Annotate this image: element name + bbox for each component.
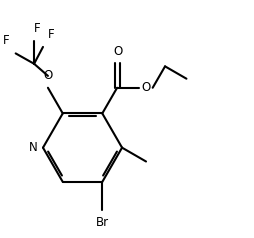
Text: F: F [3,35,10,47]
Text: O: O [114,45,123,58]
Text: F: F [48,28,55,41]
Text: F: F [34,22,40,35]
Text: Br: Br [96,215,109,228]
Text: O: O [43,69,53,82]
Text: N: N [29,141,38,154]
Text: O: O [142,81,151,94]
